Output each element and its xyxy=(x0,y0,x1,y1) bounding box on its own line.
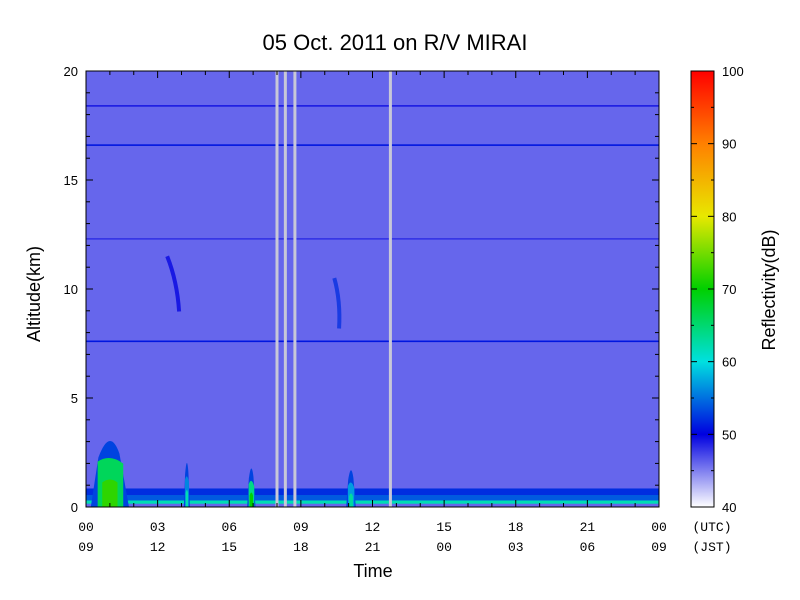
x-tick-label-utc: 18 xyxy=(508,520,524,535)
x-tick-label-utc: 00 xyxy=(78,520,94,535)
echo-peak xyxy=(185,489,189,507)
x-unit-utc: (UTC) xyxy=(692,520,731,535)
echo-low-cloud-01h xyxy=(90,441,129,507)
y-tick-label: 5 xyxy=(71,391,78,406)
plot-area xyxy=(85,70,660,508)
echo-peak xyxy=(249,492,254,507)
colorbar-tick-label: 90 xyxy=(722,137,736,152)
x-unit-jst: (JST) xyxy=(692,540,731,555)
x-tick-label-jst: 06 xyxy=(580,540,596,555)
y-tick-label: 20 xyxy=(64,64,78,79)
echo-streak xyxy=(165,255,182,312)
echo-peak xyxy=(102,479,118,507)
echo-cell-0650h xyxy=(247,468,256,507)
colorbar-ticks: 40 50 60 70 80 90 100 xyxy=(691,64,744,515)
horizontal-band xyxy=(86,144,659,146)
x-tick-label-jst: 15 xyxy=(221,540,237,555)
echo-upper-streak-1045h xyxy=(332,277,342,329)
x-tick-label-utc: 12 xyxy=(365,520,381,535)
echo-upper-streak-0330h xyxy=(165,255,182,312)
echo-cell-1105h xyxy=(346,470,356,507)
x-axis: 00 09 03 12 06 15 09 18 12 21 15 00 18 03 21 06 00 09 xyxy=(78,71,667,555)
chart-title: 05 Oct. 2011 on R/V MIRAI xyxy=(263,30,528,55)
colorbar-tick-label: 100 xyxy=(722,64,744,79)
colorbar-tick-label: 40 xyxy=(722,500,736,515)
x-tick-label-utc: 21 xyxy=(580,520,596,535)
heatmap-background xyxy=(86,71,659,507)
x-tick-label-jst: 09 xyxy=(651,540,667,555)
heatmap-features xyxy=(86,71,659,507)
x-tick-label-jst: 00 xyxy=(436,540,452,555)
echo-streak xyxy=(332,277,342,329)
y-tick-label: 10 xyxy=(64,282,78,297)
y-tick-label: 15 xyxy=(64,173,78,188)
colorbar: 40 50 60 70 80 90 100 xyxy=(690,64,744,515)
surface-layer xyxy=(86,488,659,496)
horizontal-band xyxy=(86,238,659,240)
x-tick-label-utc: 00 xyxy=(651,520,667,535)
colorbar-tick-label: 60 xyxy=(722,355,736,370)
x-tick-label-jst: 09 xyxy=(78,540,94,555)
data-gap-line xyxy=(275,71,279,507)
colorbar-tick-label: 50 xyxy=(722,427,736,442)
echo-cell-0415h xyxy=(183,462,190,507)
echo-peak xyxy=(349,493,353,507)
horizontal-band xyxy=(86,105,659,107)
x-tick-label-utc: 06 xyxy=(221,520,237,535)
data-gap-line xyxy=(388,71,392,507)
x-axis-label: Time xyxy=(353,561,392,581)
surface-layer xyxy=(86,495,659,501)
x-tick-label-jst: 03 xyxy=(508,540,524,555)
x-tick-label-jst: 21 xyxy=(365,540,381,555)
colorbar-tick-label: 80 xyxy=(722,209,736,224)
colorbar-tick-label: 70 xyxy=(722,282,736,297)
x-tick-label-utc: 03 xyxy=(150,520,166,535)
y-axis-label: Altitude(km) xyxy=(24,246,44,342)
horizontal-band xyxy=(86,340,659,343)
data-gap-line xyxy=(283,71,287,507)
x-tick-label-jst: 12 xyxy=(150,540,166,555)
y-tick-label: 0 xyxy=(71,500,78,515)
x-tick-label-utc: 09 xyxy=(293,520,309,535)
x-tick-label-jst: 18 xyxy=(293,540,309,555)
data-gap-line xyxy=(293,71,297,507)
colorbar-label: Reflectivity(dB) xyxy=(759,229,779,350)
x-tick-label-utc: 15 xyxy=(436,520,452,535)
y-axis: 0 5 10 15 20 xyxy=(64,64,659,515)
